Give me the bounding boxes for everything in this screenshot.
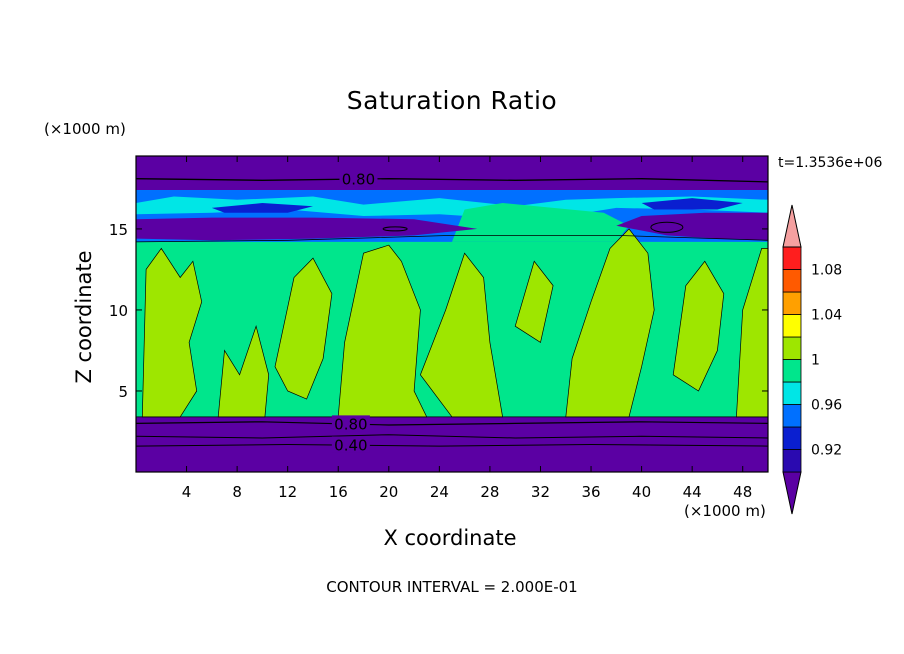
- moist-streak: [136, 196, 768, 220]
- x-tick-label: 20: [379, 483, 398, 501]
- contour-column-edge: [420, 252, 504, 418]
- colorbar-label: 1.04: [811, 308, 842, 324]
- colorbar-segment: [782, 404, 802, 428]
- contour-column-edge: [565, 228, 655, 418]
- supersat-column: [673, 261, 724, 391]
- contour-fill: [136, 156, 768, 472]
- contour-column-edge: [217, 324, 270, 418]
- contour-080-bottom: [136, 421, 768, 426]
- y-tick-label: 15: [109, 221, 128, 239]
- colorbar-segment: [782, 381, 802, 405]
- contour-column-edge: [672, 260, 725, 392]
- colorbar: 0.92 0.96 1 1.04 1.08: [782, 204, 842, 515]
- colorbar-segment: [782, 449, 802, 473]
- colorbar-extend-high: [782, 204, 802, 248]
- band-lower-dry: [136, 416, 768, 472]
- contour-labels: 0.80 0.80 0.40: [331, 170, 378, 454]
- time-label: t=1.3536e+06: [778, 155, 883, 171]
- supersat-column: [142, 248, 202, 417]
- colorbar-segment: [782, 246, 802, 270]
- x-tick-label: 24: [430, 483, 449, 501]
- contour-label-bg: [331, 415, 370, 432]
- contour-label-bg: [331, 436, 370, 453]
- contour-column-edge: [514, 260, 554, 343]
- dry-lens-right: [616, 212, 768, 241]
- contour-040-bottom: [136, 443, 768, 447]
- x-tick-label: 4: [182, 483, 192, 501]
- colorbar-extend-low: [782, 471, 802, 515]
- contour-label: 0.80: [342, 171, 375, 189]
- contour-label-bg: [339, 170, 378, 187]
- colorbar-segment: [782, 291, 802, 315]
- x-tick-label: 40: [632, 483, 651, 501]
- contour-080-top: [136, 178, 768, 183]
- colorbar-segment: [782, 426, 802, 450]
- dry-patch: [641, 198, 743, 210]
- x-axis-unit: (×1000 m): [684, 502, 766, 520]
- contour-column-edge: [274, 257, 333, 400]
- y-axis-unit: (×1000 m): [44, 120, 126, 138]
- x-tick-label: 8: [232, 483, 242, 501]
- supersat-column: [338, 245, 427, 417]
- x-tick-label: 28: [480, 483, 499, 501]
- colorbar-segment: [782, 359, 802, 383]
- colorbar-label: 1.08: [811, 263, 842, 279]
- y-tick-label: 10: [109, 302, 128, 320]
- dry-lens-left: [136, 217, 478, 241]
- colorbar-segment: [782, 314, 802, 338]
- x-tick-label: 48: [733, 483, 752, 501]
- contour-upper-edge: [136, 234, 768, 243]
- colorbar-segment: [782, 336, 802, 360]
- x-axis-label: X coordinate: [383, 526, 517, 550]
- x-axis-ticks: 4 8 12 16 20 24 28 32 36 40 44 48: [182, 156, 752, 501]
- contour-label: 0.80: [334, 415, 367, 433]
- supersat-column: [420, 253, 503, 417]
- supersat-column: [218, 326, 269, 417]
- colorbar-segment: [782, 269, 802, 293]
- contour-column-edge: [736, 248, 768, 418]
- contour-interval-note: CONTOUR INTERVAL = 2.000E-01: [326, 578, 578, 596]
- contour-column-edge: [337, 244, 428, 418]
- band-top-dry: [136, 156, 768, 191]
- dry-patch: [211, 203, 313, 213]
- x-tick-label: 36: [581, 483, 600, 501]
- supersat-column: [565, 228, 655, 417]
- supersat-column: [736, 248, 768, 417]
- x-tick-label: 16: [329, 483, 348, 501]
- colorbar-label: 1: [811, 353, 820, 369]
- colorbar-label: 0.96: [811, 398, 842, 414]
- plot-frame: [135, 155, 769, 473]
- chart-title: Saturation Ratio: [346, 86, 558, 115]
- colorbar-label: 0.92: [811, 443, 842, 459]
- y-tick-label: 5: [118, 383, 128, 401]
- contour-column-edge: [141, 247, 203, 418]
- contour-closed-ring: [650, 221, 684, 233]
- supersat-column: [275, 258, 332, 400]
- x-tick-label: 12: [278, 483, 297, 501]
- y-axis-ticks: 5 10 15: [109, 221, 768, 401]
- x-axis-label-wrap: X coordinate: [0, 526, 904, 550]
- contour-060-bottom: [136, 434, 768, 439]
- x-tick-label: 44: [683, 483, 702, 501]
- moist-intrusion: [452, 203, 629, 242]
- x-tick-label: 32: [531, 483, 550, 501]
- contour-lines: [136, 178, 768, 447]
- contour-closed-ring: [382, 226, 408, 232]
- supersat-column: [515, 261, 554, 343]
- contour-label: 0.40: [334, 436, 367, 454]
